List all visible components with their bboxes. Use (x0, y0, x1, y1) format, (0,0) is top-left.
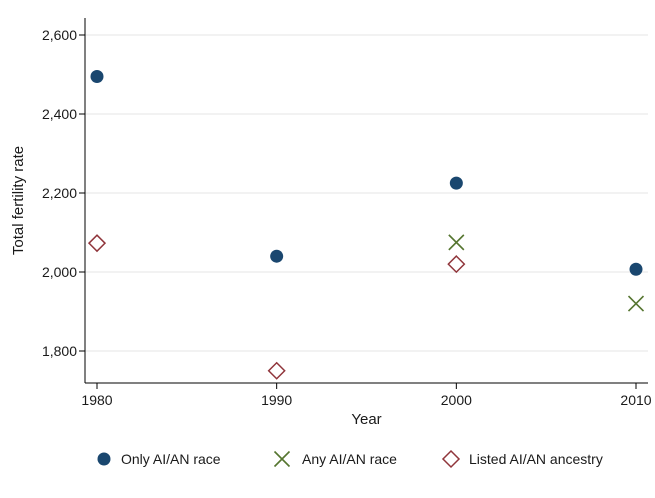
legend-marker-diamond (441, 449, 461, 469)
y-tick-label: 1,800 (42, 343, 77, 359)
x-tick-label: 1990 (261, 392, 292, 408)
point-only-ai-an-race (629, 262, 643, 276)
point-listed-ai-an-ancestry (87, 234, 107, 253)
x-axis-ticks: 1980 1990 2000 2010 (81, 383, 652, 408)
y-tick-label: 2,000 (42, 264, 77, 280)
point-only-ai-an-race (90, 69, 104, 83)
legend-marker-x (273, 450, 291, 468)
legend: Only AI/AN race Any AI/AN race Listed AI/A… (97, 449, 603, 469)
point-listed-ai-an-ancestry (267, 361, 286, 380)
legend-label: Only AI/AN race (121, 451, 221, 467)
point-any-ai-an-race (627, 295, 645, 312)
x-tick-label: 2010 (620, 392, 651, 408)
point-any-ai-an-race (448, 234, 465, 251)
y-tick-label: 2,600 (42, 27, 77, 43)
axes (84, 18, 648, 384)
legend-label: Any AI/AN race (302, 451, 397, 467)
data-points (87, 69, 645, 380)
y-tick-label: 2,400 (42, 106, 77, 122)
y-axis-ticks: 1,800 2,000 2,200 2,400 2,600 (42, 27, 85, 359)
x-tick-label: 2000 (441, 392, 472, 408)
legend-marker-circle (97, 452, 111, 466)
grid-lines (85, 34, 648, 352)
x-axis-title: Year (351, 411, 381, 428)
point-listed-ai-an-ancestry (447, 255, 466, 274)
y-tick-label: 2,200 (42, 185, 77, 201)
y-axis-title: Total fertility rate (10, 146, 27, 255)
point-only-ai-an-race (270, 249, 284, 263)
x-tick-label: 1980 (81, 392, 112, 408)
point-only-ai-an-race (449, 176, 463, 190)
legend-label: Listed AI/AN ancestry (469, 451, 603, 467)
